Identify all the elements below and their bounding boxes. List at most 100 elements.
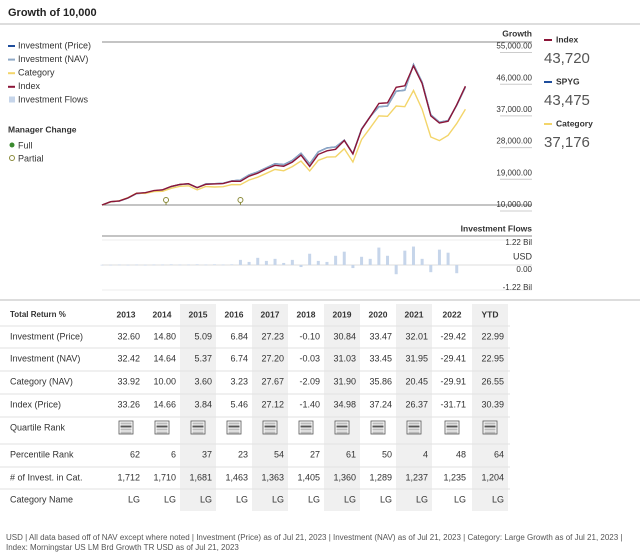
quartile-bar — [408, 431, 420, 434]
y-tick-label: 55,000.00 — [496, 42, 532, 51]
quartile-bar — [228, 422, 240, 425]
table-cell: 26.55 — [481, 376, 504, 386]
row-label: Investment (Price) — [10, 331, 83, 341]
table-cell: 27.67 — [261, 376, 284, 386]
legend-swatch — [9, 155, 15, 161]
table-header: 2022 — [443, 309, 462, 319]
quartile-bar — [192, 425, 204, 428]
table-cell: LG — [236, 494, 248, 504]
table-cell: 30.84 — [333, 331, 356, 341]
table-cell: 31.03 — [333, 353, 356, 363]
quartile-bar — [300, 422, 312, 425]
flow-bar — [429, 265, 433, 273]
quartile-bar — [300, 431, 312, 434]
legend-swatch — [9, 96, 15, 103]
table-cell: 37 — [202, 449, 212, 459]
flow-bar — [386, 255, 390, 265]
flow-bar — [247, 261, 251, 265]
table-cell: -29.91 — [440, 376, 466, 386]
flow-bar — [368, 258, 372, 265]
table-cell: 1,289 — [369, 472, 392, 482]
row-label: Category (NAV) — [10, 376, 73, 386]
flow-bar — [135, 264, 139, 266]
table-header: 2020 — [369, 309, 388, 319]
flow-bar — [325, 261, 329, 265]
quartile-bar — [446, 428, 458, 431]
table-header: 2016 — [225, 309, 244, 319]
table-cell: 48 — [456, 449, 466, 459]
flow-bar — [195, 264, 199, 265]
series-line — [101, 64, 467, 206]
table-cell: 32.42 — [117, 353, 140, 363]
table-cell: LG — [308, 494, 320, 504]
table-cell: 31.95 — [405, 353, 428, 363]
chart-title: Growth of 10,000 — [8, 7, 97, 19]
table-cell: 33.92 — [117, 376, 140, 386]
table-cell: LG — [344, 494, 356, 504]
table-cell: 30.39 — [481, 399, 504, 409]
flow-bar — [437, 249, 441, 265]
table-header: 2019 — [333, 309, 352, 319]
axis-title: Growth — [502, 28, 532, 38]
table-header: 2015 — [189, 309, 208, 319]
flow-bar — [403, 250, 407, 265]
table-cell: 1,204 — [481, 472, 504, 482]
table-cell: 14.80 — [153, 331, 176, 341]
table-cell: -1.40 — [299, 399, 320, 409]
quartile-bar — [228, 431, 240, 434]
flow-bar — [221, 264, 225, 266]
quartile-bar — [192, 431, 204, 434]
table-cell: -31.71 — [440, 399, 466, 409]
table-header: 2013 — [117, 309, 136, 319]
y-tick-label: 1.22 Bil — [505, 238, 532, 247]
flow-bar — [342, 251, 346, 265]
y-tick-label: 46,000.00 — [496, 73, 532, 82]
table-cell: 4 — [423, 449, 428, 459]
flows-unit: USD — [513, 251, 533, 261]
quartile-bar — [120, 425, 132, 428]
flow-bar — [117, 264, 121, 266]
y-tick-label: 19,000.00 — [496, 168, 532, 177]
row-label: Investment (NAV) — [10, 353, 80, 363]
quartile-bar — [408, 428, 420, 431]
quartile-bar — [300, 425, 312, 428]
summary-name: Category — [556, 118, 593, 128]
table-header: YTD — [482, 309, 499, 319]
table-cell: 61 — [346, 449, 356, 459]
table-cell: 1,712 — [117, 472, 140, 482]
table-cell: 6.74 — [230, 353, 248, 363]
y-tick-label: 10,000.00 — [496, 200, 532, 209]
table-cell: LG — [272, 494, 284, 504]
table-cell: -29.42 — [440, 331, 466, 341]
series-line — [101, 88, 466, 206]
flow-bar — [169, 264, 173, 265]
flow-bar — [411, 246, 415, 265]
flow-bar — [178, 264, 182, 266]
quartile-bar — [300, 428, 312, 431]
table-header: 2021 — [405, 309, 424, 319]
table-cell: -2.09 — [299, 376, 320, 386]
table-cell: 34.98 — [333, 399, 356, 409]
flow-bar — [238, 259, 242, 265]
flow-bar — [100, 264, 104, 266]
quartile-bar — [336, 431, 348, 434]
flow-bar — [316, 260, 320, 265]
row-label: Index (Price) — [10, 399, 61, 409]
flow-bar — [256, 257, 260, 265]
quartile-bar — [228, 425, 240, 428]
flow-bar — [282, 262, 286, 265]
flow-bar — [394, 265, 398, 275]
flow-bar — [161, 264, 165, 266]
quartile-bar — [264, 422, 276, 425]
table-cell: 64 — [494, 449, 504, 459]
flow-bar — [420, 258, 424, 265]
quartile-bar — [156, 422, 168, 425]
quartile-bar — [120, 422, 132, 425]
table-cell: 5.46 — [230, 399, 248, 409]
summary-name: Index — [556, 34, 578, 44]
quartile-bar — [372, 422, 384, 425]
table-cell: 50 — [382, 449, 392, 459]
quartile-bar — [192, 422, 204, 425]
